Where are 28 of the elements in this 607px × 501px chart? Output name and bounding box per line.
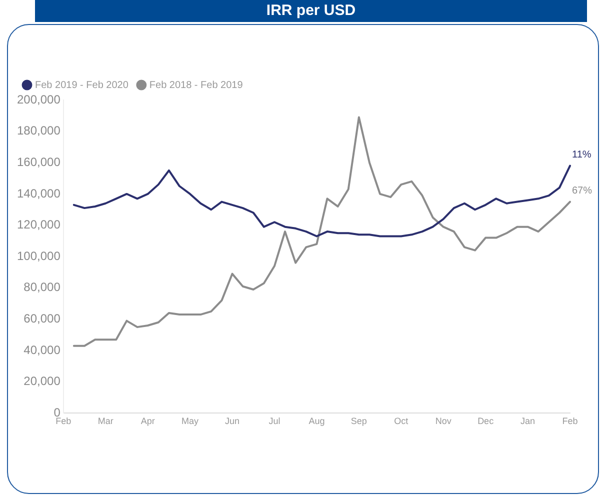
text: 11%: [572, 150, 592, 161]
y-tick-label: 60,000: [24, 312, 61, 326]
x-tick-label: Mar: [98, 416, 114, 426]
x-tick-label: Jan: [520, 416, 536, 426]
x-tick-label: Jul: [268, 416, 280, 426]
y-tick-label: 200,000: [16, 92, 61, 106]
y-tick-label: 80,000: [24, 280, 61, 294]
x-tick-label: Aug: [308, 416, 325, 426]
y-tick-label: 160,000: [16, 154, 61, 169]
y-tick-label: 180,000: [16, 124, 61, 138]
legend-label: Feb 2019 - Feb 2020: [35, 80, 129, 91]
y-tick-label: 20,000: [24, 374, 61, 388]
x-tick-label: Oct: [394, 416, 409, 426]
y-tick-label: 40,000: [24, 342, 61, 357]
x-tick-label: Feb: [562, 416, 578, 426]
x-tick-label: Nov: [435, 416, 452, 426]
y-tick-label: 140,000: [16, 186, 61, 200]
x-tick-label: Sep: [350, 416, 367, 426]
x-tick-label: May: [182, 416, 200, 426]
text: 67%: [572, 186, 592, 197]
y-tick-label: 120,000: [16, 218, 61, 232]
x-tick-label: Feb: [56, 416, 72, 426]
x-tick-label: Dec: [478, 416, 494, 426]
x-tick-label: Jun: [224, 416, 240, 426]
legend-label: Feb 2018 - Feb 2019: [149, 80, 244, 91]
y-tick-label: 100,000: [16, 248, 61, 263]
x-tick-label: Apr: [140, 416, 155, 426]
chart-title: IRR per USD: [266, 2, 356, 19]
